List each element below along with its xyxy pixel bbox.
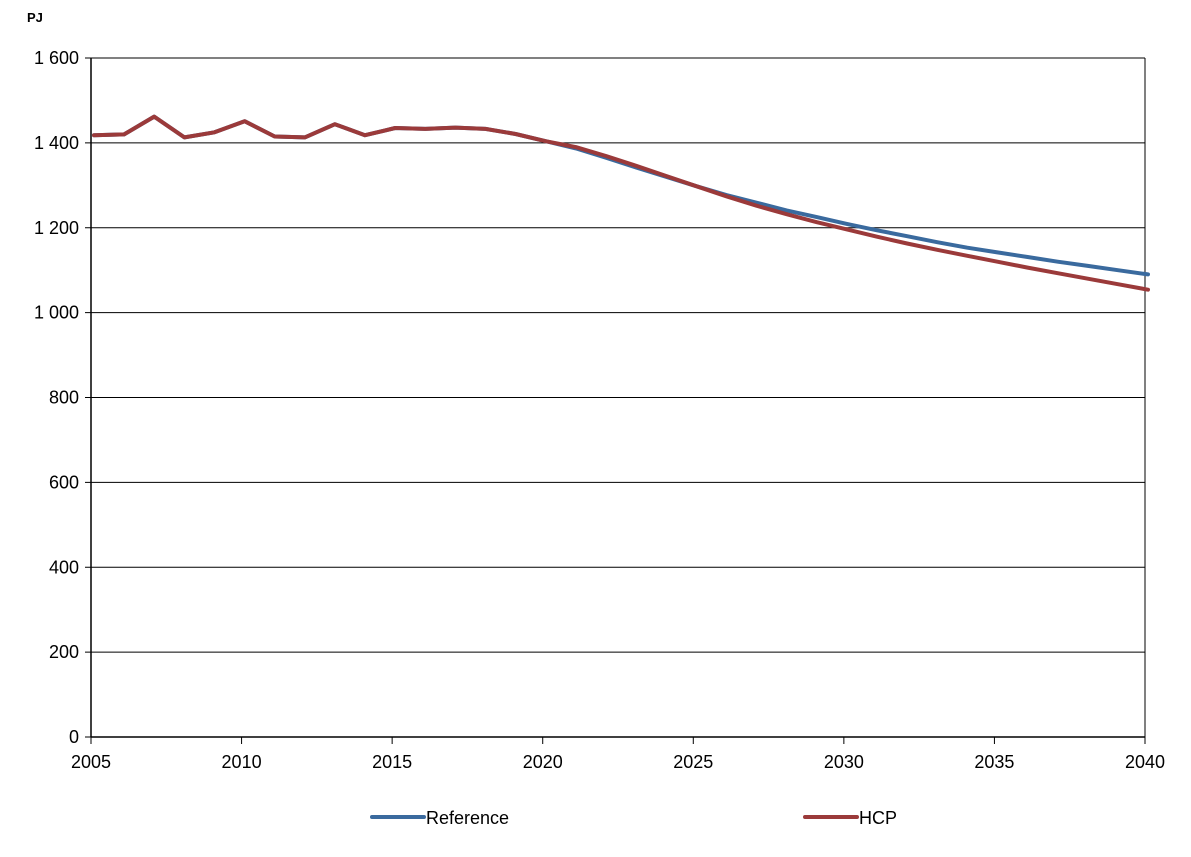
legend-label: Reference	[426, 808, 509, 828]
y-tick-label: 400	[49, 557, 79, 577]
series-line-reference	[92, 114, 1150, 277]
y-tick-label: 0	[69, 727, 79, 747]
x-tick-label: 2035	[974, 752, 1014, 772]
y-tick-label: 1 600	[34, 48, 79, 68]
gridlines	[91, 57, 1145, 653]
y-axis-unit-label: PJ	[27, 10, 43, 25]
axes	[85, 57, 1146, 744]
x-tick-label: 2020	[523, 752, 563, 772]
x-tick-label: 2010	[222, 752, 262, 772]
x-tick-label: 2040	[1125, 752, 1165, 772]
x-axis-tick-labels: 2005 2010 2015 2020 2025 2030 2035 2040	[71, 752, 1165, 772]
y-tick-label: 800	[49, 388, 79, 408]
x-tick-label: 2015	[372, 752, 412, 772]
series-lines	[92, 114, 1150, 292]
y-tick-label: 1 200	[34, 218, 79, 238]
y-tick-label: 1 400	[34, 133, 79, 153]
y-tick-label: 200	[49, 642, 79, 662]
y-tick-label: 600	[49, 472, 79, 492]
y-tick-label: 1 000	[34, 303, 79, 323]
legend: Reference HCP	[370, 808, 897, 828]
series-line-hcp	[92, 114, 1150, 292]
legend-label: HCP	[859, 808, 897, 828]
x-tick-label: 2025	[673, 752, 713, 772]
y-axis-tick-labels: 0 200 400 600 800 1 000 1 200 1 400 1 600	[34, 48, 79, 747]
x-tick-label: 2005	[71, 752, 111, 772]
x-tick-label: 2030	[824, 752, 864, 772]
